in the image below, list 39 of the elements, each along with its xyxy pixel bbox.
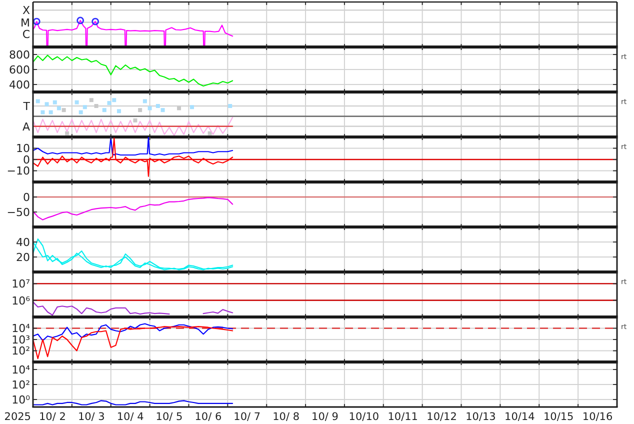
y-tick-label: 10⁷ (12, 278, 30, 291)
y-tick-label: 10⁰ (12, 393, 31, 406)
y-tick-label: 10³ (12, 333, 30, 346)
x-tick-label: 10/ 5 (156, 411, 183, 423)
y-tick-label: 10⁴ (12, 363, 31, 376)
x-tick-label: 10/ 3 (78, 411, 105, 423)
y-tick-label: 800 (9, 48, 30, 62)
ref-line-label: M (20, 16, 30, 30)
x-tick-label: 10/12 (426, 411, 457, 423)
y-tick-label: 20 (16, 250, 30, 264)
y-tick-label: −50 (6, 206, 30, 219)
y-tick-label: 10⁴ (12, 322, 31, 336)
x-tick-label: 10/13 (466, 411, 496, 423)
x-tick-label: 10/11 (388, 411, 418, 423)
x-tick-label: 10/14 (504, 411, 536, 423)
x-tick-label: 10/ 8 (272, 411, 300, 423)
x-tick-label: 10/ 6 (194, 411, 222, 423)
x-tick-label: 10/16 (582, 411, 613, 423)
x-tick-label: 10/15 (543, 411, 574, 423)
y-tick-label: 0 (23, 153, 30, 166)
y-tick-label: 10⁶ (12, 294, 31, 308)
y-tick-label: 10² (12, 344, 30, 358)
y-tick-label: 600 (9, 63, 30, 76)
y-tick-label: 400 (9, 78, 30, 92)
x-tick-label: 10/ 7 (234, 411, 261, 423)
ref-line-label: A (22, 120, 30, 134)
y-tick-label: 0 (23, 190, 30, 204)
x-tick-label: 10/ 4 (116, 411, 144, 423)
x-tick-label: 10/ 9 (312, 411, 338, 423)
x-axis-title: 2025 (4, 411, 31, 423)
x-tick-label: 10/ 2 (39, 411, 66, 423)
ref-line-label: T (22, 100, 30, 113)
ref-line-label: C (22, 28, 30, 42)
y-tick-label: 40 (16, 236, 30, 249)
y-tick-label: −10 (6, 164, 30, 178)
y-tick-label: 10 (16, 142, 30, 156)
ref-line-label: X (22, 4, 30, 18)
x-tick-label: 10/10 (348, 411, 380, 423)
y-tick-label: 10² (12, 378, 30, 392)
